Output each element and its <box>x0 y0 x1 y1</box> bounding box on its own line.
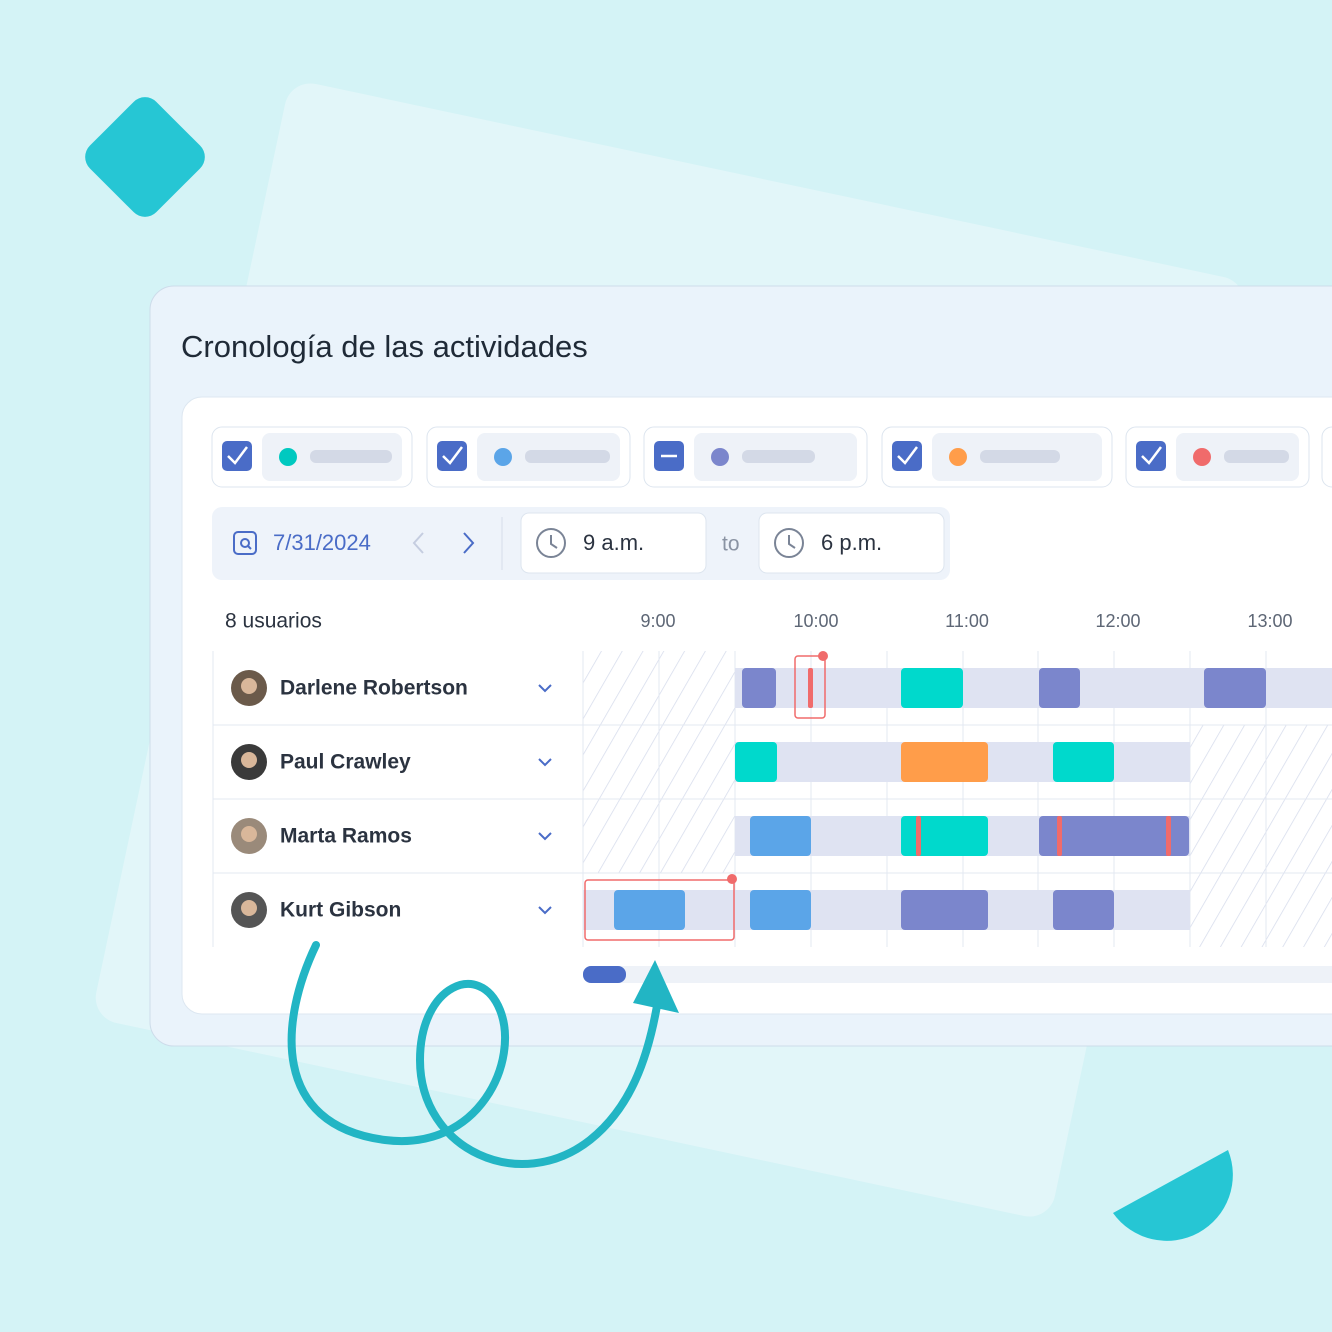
avatar-face <box>241 900 257 916</box>
user-name: Marta Ramos <box>280 825 412 848</box>
scroll-track <box>583 966 1332 983</box>
chip-icon <box>1193 448 1211 466</box>
user-name: Kurt Gibson <box>280 899 401 922</box>
activity-block <box>1039 668 1080 708</box>
to-text: to <box>722 533 740 556</box>
checkbox[interactable] <box>222 441 252 471</box>
chip-icon <box>949 448 967 466</box>
activity-block <box>1039 816 1189 856</box>
time-to[interactable] <box>758 512 945 574</box>
chip-placeholder <box>525 450 610 463</box>
hour-label: 13:00 <box>1247 611 1292 631</box>
hour-label: 9:00 <box>640 611 675 631</box>
filter-chip[interactable] <box>1321 426 1332 488</box>
activity-block <box>901 816 988 856</box>
avatar-face <box>241 678 257 694</box>
check-mark <box>897 446 918 465</box>
activity-block <box>1204 668 1266 708</box>
selection-dot <box>818 651 828 661</box>
avatar-face <box>241 752 257 768</box>
alert-mark <box>808 668 813 708</box>
selection-dot <box>727 874 737 884</box>
activity-block <box>1053 890 1114 930</box>
activity-block <box>1053 742 1114 782</box>
expand-chevron[interactable] <box>538 906 552 915</box>
activity-block <box>614 890 685 930</box>
activity-block <box>742 668 776 708</box>
chip-placeholder <box>742 450 815 463</box>
activity-block <box>901 668 963 708</box>
checkbox[interactable] <box>1136 441 1166 471</box>
check-mark <box>1141 446 1162 465</box>
clock-icons <box>536 528 804 558</box>
checkbox[interactable] <box>437 441 467 471</box>
checkbox[interactable] <box>892 441 922 471</box>
user-name: Paul Crawley <box>280 751 411 774</box>
chip-placeholder <box>980 450 1060 463</box>
next-button[interactable] <box>463 532 475 554</box>
selection-box <box>794 655 826 719</box>
alert-mark <box>916 816 921 856</box>
avatar-face <box>241 826 257 842</box>
hour-label: 12:00 <box>1095 611 1140 631</box>
alert-mark <box>1057 816 1062 856</box>
expand-chevron[interactable] <box>538 684 552 693</box>
alert-mark <box>1166 816 1171 856</box>
calendar-icon <box>233 531 257 555</box>
chip-icon <box>279 448 297 466</box>
time-from[interactable] <box>520 512 707 574</box>
activity-block <box>750 816 811 856</box>
scroll-thumb[interactable] <box>583 966 626 983</box>
activity-block <box>901 742 988 782</box>
activity-block <box>901 890 988 930</box>
hour-label: 11:00 <box>945 611 989 631</box>
activity-block <box>750 890 811 930</box>
activity-block <box>735 742 777 782</box>
time-from-text: 9 a.m. <box>583 530 644 555</box>
expand-chevron[interactable] <box>538 758 552 767</box>
arrow-head <box>633 960 679 1013</box>
chip-icon <box>494 448 512 466</box>
scribble-arrow <box>287 941 662 1168</box>
prev-button[interactable] <box>412 532 424 554</box>
chip-placeholder <box>310 450 392 463</box>
chip-icon <box>711 448 729 466</box>
time-to-text: 6 p.m. <box>821 530 882 555</box>
diamond-deco <box>85 97 205 217</box>
selection-box <box>584 879 735 941</box>
card-title: Cronología de las actividades <box>181 329 588 364</box>
chip-placeholder <box>1224 450 1289 463</box>
half-circle-deco <box>1113 1150 1233 1241</box>
hour-label: 10:00 <box>793 611 838 631</box>
expand-chevron[interactable] <box>538 832 552 841</box>
user-name: Darlene Robertson <box>280 677 468 700</box>
timeline-hatch <box>1190 725 1332 947</box>
users-count: 8 usuarios <box>225 610 322 633</box>
panel: 7/31/2024 9 a.m. to 6 p.m. 8 usuarios 9:… <box>181 396 1332 1015</box>
check-mark <box>442 446 463 465</box>
date-text: 7/31/2024 <box>273 530 371 555</box>
check-mark <box>227 446 248 465</box>
